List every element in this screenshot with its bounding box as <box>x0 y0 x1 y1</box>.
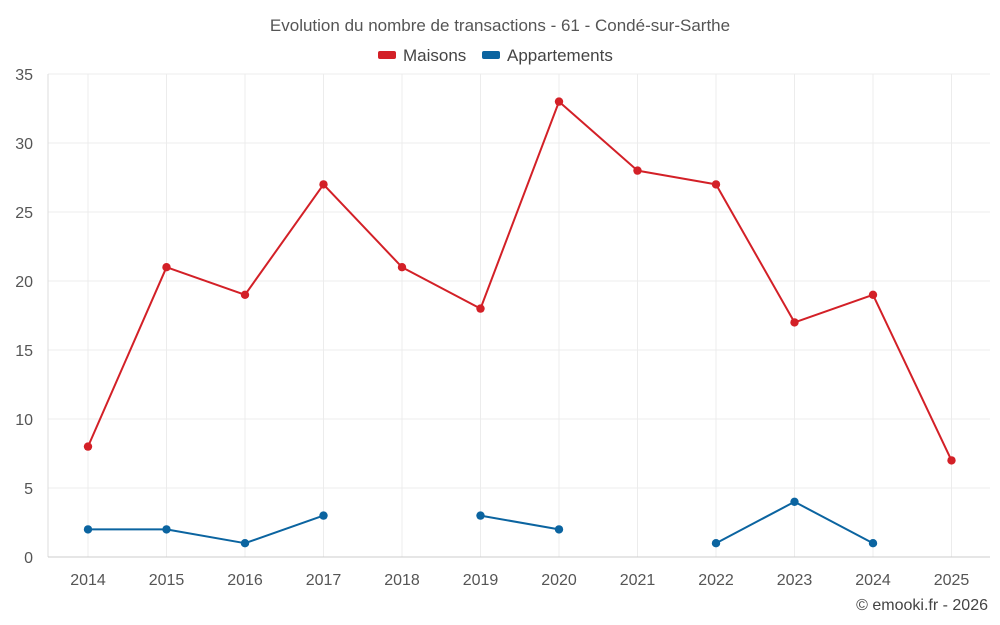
data-point-maisons[interactable] <box>476 304 485 313</box>
series-maisons <box>83 97 956 465</box>
data-point-appartements[interactable] <box>162 525 171 534</box>
data-point-maisons[interactable] <box>711 180 721 189</box>
x-tick-label: 2024 <box>855 572 891 589</box>
data-point-appartements[interactable] <box>554 525 564 534</box>
legend-label[interactable]: Appartements <box>507 46 613 65</box>
data-point-maisons[interactable] <box>319 180 328 189</box>
data-point-maisons[interactable] <box>633 166 642 175</box>
y-tick-label: 30 <box>15 136 33 153</box>
data-point-appartements[interactable] <box>711 539 721 548</box>
legend-label[interactable]: Maisons <box>403 46 466 65</box>
x-tick-label: 2016 <box>227 572 263 589</box>
data-point-appartements[interactable] <box>476 511 485 520</box>
y-tick-label: 0 <box>24 550 33 567</box>
x-tick-label: 2020 <box>541 572 577 589</box>
data-point-appartements[interactable] <box>83 525 93 534</box>
x-tick-label: 2019 <box>463 572 499 589</box>
y-tick-label: 10 <box>15 412 33 429</box>
y-tick-label: 15 <box>15 343 33 360</box>
x-tick-label: 2021 <box>620 572 656 589</box>
y-tick-label: 25 <box>15 205 33 222</box>
data-point-appartements[interactable] <box>240 539 250 548</box>
data-point-maisons[interactable] <box>554 97 564 106</box>
grid <box>48 73 990 558</box>
x-tick-label: 2015 <box>149 572 185 589</box>
credit-text: © emooki.fr - 2026 <box>856 597 988 614</box>
data-point-maisons[interactable] <box>947 456 956 465</box>
data-point-appartements[interactable] <box>319 511 328 520</box>
x-tick-label: 2022 <box>698 572 734 589</box>
y-tick-label: 5 <box>24 481 33 498</box>
legend-swatch <box>482 51 500 59</box>
data-point-maisons[interactable] <box>868 290 878 299</box>
series-line-appartements <box>480 514 560 531</box>
x-tick-label: 2017 <box>306 572 342 589</box>
data-point-maisons[interactable] <box>162 263 171 272</box>
data-point-maisons[interactable] <box>240 290 250 299</box>
y-tick-label: 20 <box>15 274 33 291</box>
series-line-maisons <box>87 100 953 461</box>
x-tick-label: 2025 <box>934 572 970 589</box>
data-point-maisons[interactable] <box>397 263 407 272</box>
chart-title: Evolution du nombre de transactions - 61… <box>270 16 730 35</box>
x-tick-label: 2014 <box>70 572 106 589</box>
series-appartements <box>83 497 878 548</box>
x-tick-label: 2023 <box>777 572 813 589</box>
data-point-appartements[interactable] <box>790 497 799 506</box>
series-line-appartements <box>88 514 324 545</box>
data-point-maisons[interactable] <box>790 318 799 327</box>
data-point-appartements[interactable] <box>868 539 878 548</box>
y-tick-label: 35 <box>15 67 33 84</box>
legend-swatch <box>378 51 396 59</box>
data-point-maisons[interactable] <box>83 442 93 451</box>
series-layer <box>83 97 956 548</box>
x-tick-label: 2018 <box>384 572 420 589</box>
legend: Maisons Appartements <box>378 46 613 65</box>
